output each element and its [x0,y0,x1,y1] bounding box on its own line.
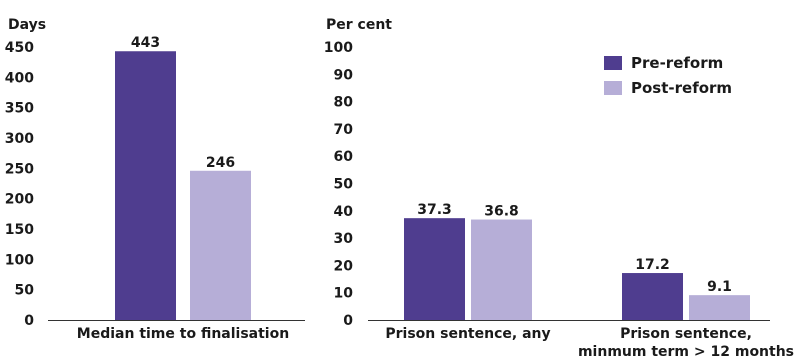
category-label: Prison sentence, any [385,326,550,342]
right-y-ticks: 0 10 20 30 40 50 60 70 80 90 100 [324,40,353,329]
y-tick-label: 40 [334,204,354,220]
bar-value-label: 37.3 [417,202,452,218]
y-tick-label: 300 [5,131,34,147]
y-tick-label: 60 [334,149,354,165]
bar-value-label: 17.2 [635,257,670,273]
legend: Pre-reform Post-reform [604,54,732,97]
y-tick-label: 150 [5,222,34,238]
bar-value-label: 36.8 [484,204,519,220]
left-y-ticks: 0 50 100 150 200 250 300 350 400 450 [5,40,34,329]
y-tick-label: 450 [5,40,34,56]
legend-swatch-pre [604,56,622,70]
y-tick-label: 50 [15,283,35,299]
y-tick-label: 10 [334,286,354,302]
y-tick-label: 250 [5,161,34,177]
right-bars: 37.3 36.8 17.2 9.1 [404,202,750,320]
category-label: Median time to finalisation [77,326,289,342]
y-tick-label: 400 [5,70,34,86]
right-axis-unit: Per cent [326,17,392,33]
y-tick-label: 50 [334,177,354,193]
left-bars: 443 246 [115,35,251,320]
left-categories: Median time to finalisation [77,326,289,342]
y-tick-label: 80 [334,95,354,111]
bar-value-label: 246 [206,155,235,171]
y-tick-label: 100 [324,40,353,56]
bar-pre-reform [115,51,176,320]
bar-post-reform [471,219,532,320]
y-tick-label: 0 [24,313,34,329]
bar-pre-reform [622,273,683,320]
legend-swatch-post [604,81,622,95]
left-axis-unit: Days [8,17,46,33]
legend-label-post: Post-reform [631,79,732,97]
panel-prison-sentence: Per cent 0 10 20 30 40 50 60 70 80 90 100 37.3 36.8… [324,17,794,360]
y-tick-label: 20 [334,258,354,274]
category-label: Prison sentence, [620,326,752,342]
bar-pre-reform [404,218,465,320]
bar-value-label: 9.1 [707,279,732,295]
category-label: minmum term > 12 months [578,344,794,360]
legend-label-pre: Pre-reform [631,54,723,72]
y-tick-label: 0 [343,313,353,329]
y-tick-label: 70 [334,122,354,138]
bar-post-reform [689,295,750,320]
y-tick-label: 30 [334,231,354,247]
y-tick-label: 200 [5,192,34,208]
bar-post-reform [190,170,251,320]
y-tick-label: 90 [334,67,354,83]
y-tick-label: 100 [5,252,34,268]
right-categories: Prison sentence, any Prison sentence, minm… [385,326,794,360]
y-tick-label: 350 [5,101,34,117]
bar-value-label: 443 [131,35,160,51]
